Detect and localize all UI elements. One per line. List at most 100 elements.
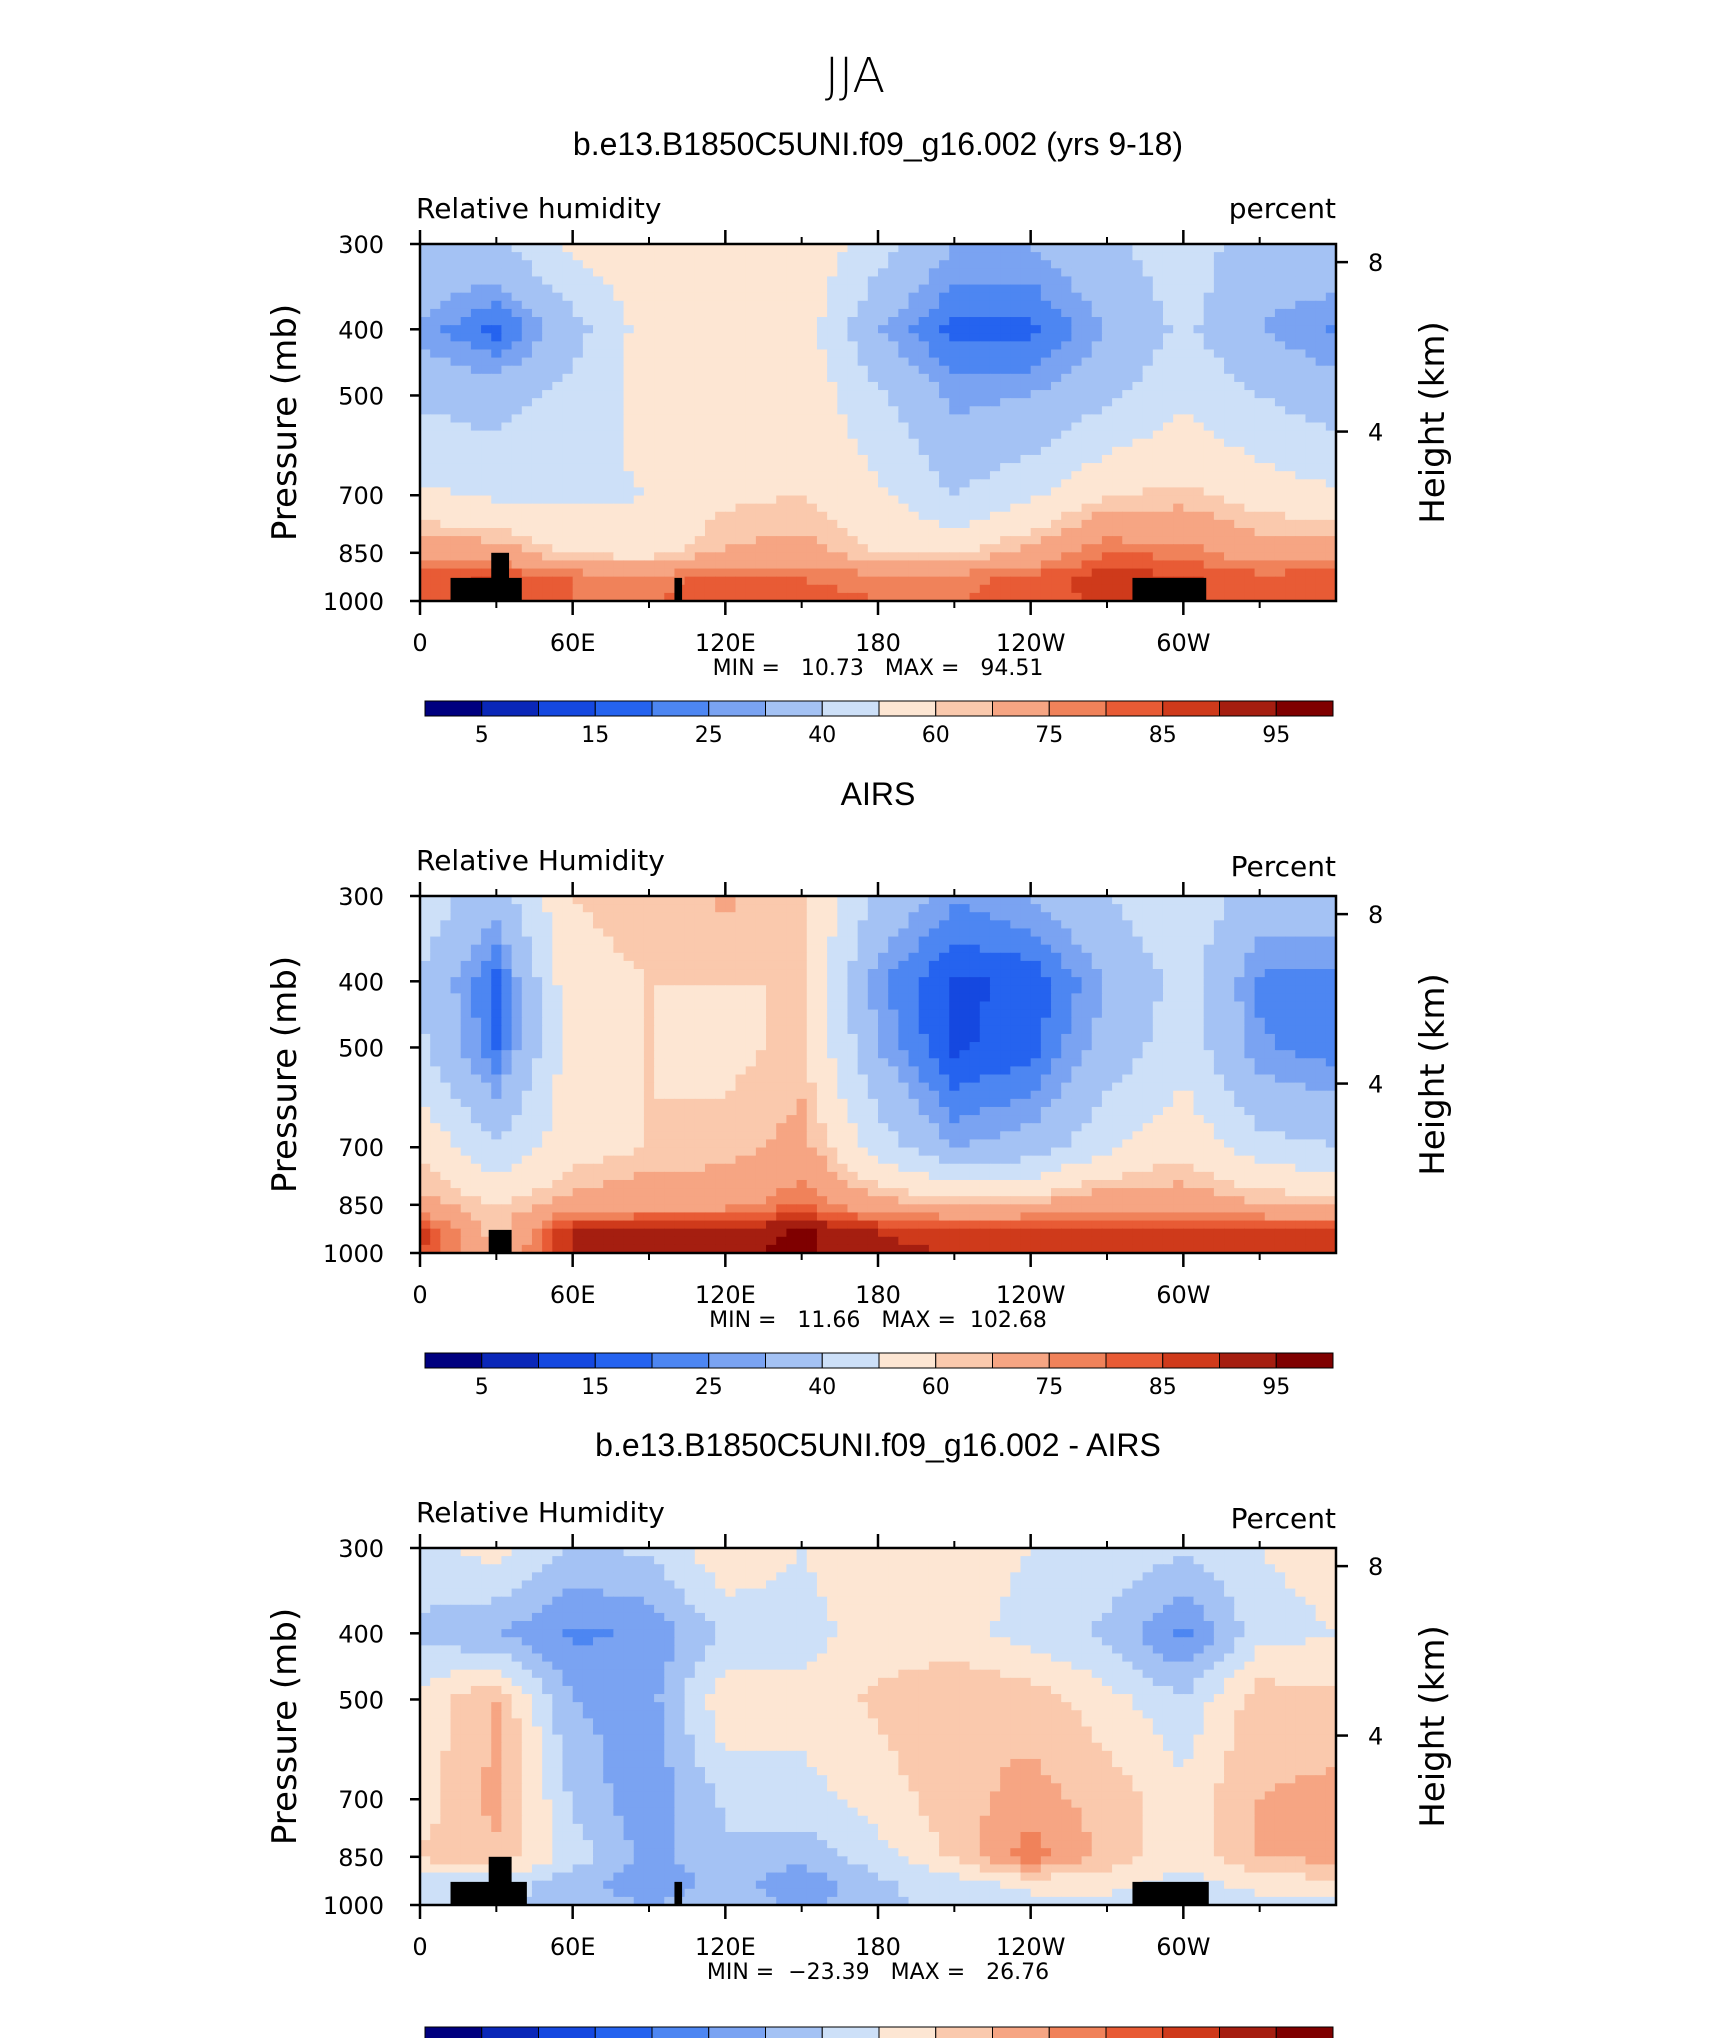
pressure-tick-label: 400 bbox=[338, 316, 384, 344]
heatmap-cell bbox=[776, 414, 787, 423]
heatmap-cell bbox=[685, 479, 696, 488]
heatmap-cell bbox=[481, 969, 492, 978]
heatmap-cell bbox=[786, 969, 797, 978]
heatmap-cell bbox=[959, 301, 970, 310]
heatmap-cell bbox=[522, 463, 533, 472]
heatmap-cell bbox=[858, 341, 869, 350]
heatmap-cell bbox=[939, 366, 950, 375]
heatmap-cell bbox=[1061, 928, 1072, 937]
heatmap-cell bbox=[1143, 260, 1154, 269]
heatmap-cell bbox=[1132, 333, 1143, 342]
heatmap-cell bbox=[1265, 431, 1276, 440]
heatmap-cell bbox=[420, 252, 431, 261]
heatmap-cell bbox=[949, 520, 960, 529]
heatmap-cell bbox=[1102, 317, 1113, 326]
heatmap-cell bbox=[715, 569, 726, 578]
heatmap-cell bbox=[1082, 358, 1093, 367]
heatmap-cell bbox=[1041, 366, 1052, 375]
heatmap-cell bbox=[807, 487, 818, 496]
heatmap-cell bbox=[1244, 341, 1255, 350]
heatmap-cell bbox=[420, 463, 431, 472]
heatmap-cell bbox=[1143, 398, 1154, 407]
heatmap-cell bbox=[858, 244, 869, 253]
heatmap-cell bbox=[705, 577, 716, 586]
heatmap-cell bbox=[1122, 479, 1133, 488]
heatmap-cell bbox=[1224, 544, 1235, 553]
heatmap-cell bbox=[1061, 961, 1072, 970]
heatmap-cell bbox=[451, 439, 462, 448]
heatmap-cell bbox=[1265, 325, 1276, 334]
heatmap-cell bbox=[420, 317, 431, 326]
heatmap-cell bbox=[613, 447, 624, 456]
heatmap-cell bbox=[1132, 285, 1143, 294]
heatmap-cell bbox=[1214, 560, 1225, 569]
heatmap-cell bbox=[1214, 301, 1225, 310]
heatmap-cell bbox=[481, 301, 492, 310]
heatmap-cell bbox=[1143, 349, 1154, 358]
heatmap-cell bbox=[695, 961, 706, 970]
heatmap-cell bbox=[959, 325, 970, 334]
heatmap-cell bbox=[1041, 276, 1052, 285]
heatmap-cell bbox=[562, 937, 573, 946]
heatmap-cell bbox=[1255, 398, 1266, 407]
heatmap-cell bbox=[481, 961, 492, 970]
heatmap-cell bbox=[797, 268, 808, 277]
heatmap-cell bbox=[847, 920, 858, 929]
heatmap-cell bbox=[1224, 471, 1235, 480]
heatmap-cell bbox=[603, 325, 614, 334]
heatmap-cell bbox=[1000, 252, 1011, 261]
heatmap-cell bbox=[1041, 447, 1052, 456]
heatmap-cell bbox=[1132, 552, 1143, 561]
heatmap-cell bbox=[512, 374, 523, 383]
heatmap-cell bbox=[858, 585, 869, 594]
heatmap-cell bbox=[1132, 945, 1143, 954]
heatmap-cell bbox=[1153, 285, 1164, 294]
heatmap-cell bbox=[1031, 390, 1042, 399]
heatmap-cell bbox=[858, 896, 869, 905]
heatmap-cell bbox=[909, 260, 920, 269]
heatmap-cell bbox=[1051, 276, 1062, 285]
heatmap-cell bbox=[1265, 953, 1276, 962]
heatmap-cell bbox=[644, 536, 655, 545]
heatmap-cell bbox=[1316, 447, 1327, 456]
heatmap-cell bbox=[644, 953, 655, 962]
heatmap-cell bbox=[1163, 512, 1174, 521]
heatmap-cell bbox=[1010, 487, 1021, 496]
heatmap-cell bbox=[1153, 439, 1164, 448]
heatmap-cell bbox=[1112, 920, 1123, 929]
heatmap-cell bbox=[980, 544, 991, 553]
heatmap-cell bbox=[1316, 585, 1327, 594]
heatmap-cell bbox=[756, 309, 767, 318]
heatmap-cell bbox=[888, 333, 899, 342]
heatmap-cell bbox=[1092, 276, 1103, 285]
heatmap-cell bbox=[756, 374, 767, 383]
heatmap-cell bbox=[1316, 471, 1327, 480]
heatmap-cell bbox=[491, 536, 502, 545]
heatmap-cell bbox=[1061, 252, 1072, 261]
heatmap-cell bbox=[807, 953, 818, 962]
heatmap-cell bbox=[461, 244, 472, 253]
heatmap-cell bbox=[674, 447, 685, 456]
heatmap-cell bbox=[532, 953, 543, 962]
heatmap-cell bbox=[1082, 928, 1093, 937]
heatmap-cell bbox=[705, 504, 716, 513]
heatmap-cell bbox=[634, 504, 645, 513]
heatmap-cell bbox=[1143, 309, 1154, 318]
heatmap-cell bbox=[847, 260, 858, 269]
heatmap-cell bbox=[1173, 552, 1184, 561]
heatmap-cell bbox=[858, 382, 869, 391]
heatmap-cell bbox=[1255, 896, 1266, 905]
heatmap-cell bbox=[1163, 252, 1174, 261]
heatmap-cell bbox=[1051, 928, 1062, 937]
heatmap-cell bbox=[1183, 333, 1194, 342]
heatmap-cell bbox=[1285, 358, 1296, 367]
heatmap-cell bbox=[430, 544, 441, 553]
heatmap-cell bbox=[583, 374, 594, 383]
heatmap-cell bbox=[430, 487, 441, 496]
heatmap-cell bbox=[797, 544, 808, 553]
heatmap-cell bbox=[491, 414, 502, 423]
heatmap-cell bbox=[583, 536, 594, 545]
heatmap-cell bbox=[562, 577, 573, 586]
heatmap-cell bbox=[1000, 896, 1011, 905]
heatmap-cell bbox=[430, 423, 441, 432]
